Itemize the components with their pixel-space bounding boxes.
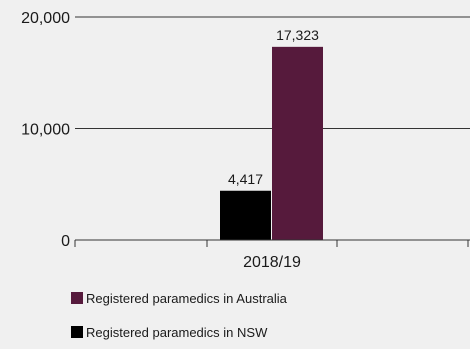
legend-swatch — [71, 326, 83, 338]
x-axis: 2018/19 — [74, 239, 470, 271]
y-axis-tick-labels: 0 10,000 20,000 — [21, 10, 70, 250]
legend-label: Registered paramedics in Australia — [86, 291, 288, 306]
bar — [272, 46, 323, 241]
legend-swatch — [71, 292, 83, 304]
data-label: 17,323 — [276, 27, 319, 43]
data-label: 4,417 — [228, 171, 263, 187]
bar — [220, 190, 271, 240]
legend: Registered paramedics in Australia Regist… — [71, 291, 288, 340]
data-labels: 4,417 17,323 — [228, 27, 319, 187]
y-tick-label: 10,000 — [21, 122, 70, 139]
y-tick-label: 0 — [61, 233, 70, 250]
x-tick-label: 2018/19 — [243, 254, 301, 271]
bars — [220, 46, 323, 241]
y-tick-label: 20,000 — [21, 10, 70, 27]
legend-label: Registered paramedics in NSW — [86, 325, 268, 340]
